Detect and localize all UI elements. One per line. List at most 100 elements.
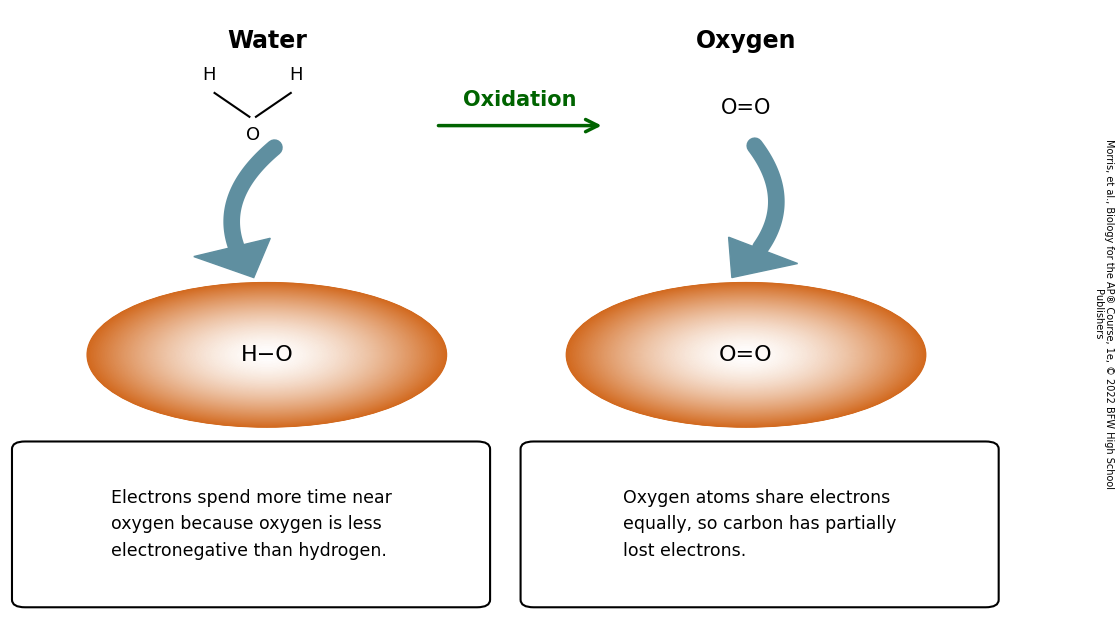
Ellipse shape (123, 297, 411, 413)
Ellipse shape (114, 293, 419, 416)
Ellipse shape (151, 308, 383, 402)
Ellipse shape (104, 289, 430, 421)
Ellipse shape (575, 286, 916, 423)
Ellipse shape (195, 326, 338, 384)
Ellipse shape (216, 334, 317, 376)
Text: Oxygen atoms share electrons
equally, so carbon has partially
lost electrons.: Oxygen atoms share electrons equally, so… (623, 489, 896, 560)
Ellipse shape (157, 311, 376, 399)
Ellipse shape (604, 298, 888, 412)
Ellipse shape (658, 320, 834, 390)
Ellipse shape (593, 293, 898, 416)
Ellipse shape (112, 293, 422, 417)
Ellipse shape (613, 301, 879, 408)
Ellipse shape (128, 299, 405, 411)
Ellipse shape (108, 291, 424, 418)
Polygon shape (194, 238, 270, 278)
Ellipse shape (618, 303, 875, 406)
Ellipse shape (99, 288, 435, 422)
Ellipse shape (115, 294, 419, 416)
Ellipse shape (210, 332, 324, 377)
Ellipse shape (169, 315, 365, 394)
Ellipse shape (137, 303, 397, 407)
Ellipse shape (102, 288, 432, 421)
Ellipse shape (132, 300, 402, 409)
Ellipse shape (600, 296, 892, 414)
Ellipse shape (127, 299, 405, 411)
Ellipse shape (649, 316, 843, 394)
Ellipse shape (583, 289, 909, 421)
Ellipse shape (159, 311, 374, 398)
Ellipse shape (585, 290, 907, 420)
Ellipse shape (699, 336, 792, 374)
Ellipse shape (98, 287, 436, 423)
Ellipse shape (643, 313, 849, 396)
Ellipse shape (634, 310, 858, 400)
Ellipse shape (574, 286, 918, 424)
FancyBboxPatch shape (12, 441, 490, 607)
Ellipse shape (687, 331, 804, 379)
Text: O=O: O=O (719, 345, 773, 365)
Ellipse shape (612, 301, 880, 409)
Ellipse shape (574, 286, 918, 424)
Ellipse shape (124, 297, 410, 413)
Ellipse shape (182, 321, 351, 389)
Ellipse shape (152, 309, 381, 401)
Text: Oxidation: Oxidation (462, 90, 576, 110)
Ellipse shape (112, 293, 421, 417)
Text: H: H (289, 66, 303, 84)
Ellipse shape (572, 285, 919, 425)
Ellipse shape (627, 307, 866, 403)
Ellipse shape (695, 334, 796, 376)
Ellipse shape (628, 307, 865, 403)
Ellipse shape (111, 292, 423, 418)
Ellipse shape (697, 335, 794, 374)
Ellipse shape (220, 336, 313, 374)
Ellipse shape (107, 291, 427, 419)
Text: Morris, et al., Biology for the AP® Course, 1e, © 2022 BFW High School
Publisher: Morris, et al., Biology for the AP® Cour… (1092, 139, 1115, 489)
Ellipse shape (620, 304, 872, 406)
Ellipse shape (90, 284, 442, 426)
Ellipse shape (672, 325, 820, 384)
Ellipse shape (567, 283, 925, 427)
Ellipse shape (665, 322, 828, 387)
Ellipse shape (166, 315, 367, 395)
Ellipse shape (147, 307, 386, 403)
Ellipse shape (135, 302, 398, 408)
Ellipse shape (198, 327, 335, 382)
Ellipse shape (109, 291, 424, 418)
Ellipse shape (108, 291, 426, 419)
Ellipse shape (117, 295, 417, 415)
Ellipse shape (89, 284, 445, 426)
Ellipse shape (174, 318, 360, 392)
Ellipse shape (121, 296, 413, 414)
Ellipse shape (659, 320, 833, 390)
Ellipse shape (640, 312, 852, 398)
Ellipse shape (145, 306, 389, 404)
Ellipse shape (164, 313, 370, 396)
Ellipse shape (168, 315, 366, 395)
Ellipse shape (105, 290, 428, 420)
Ellipse shape (569, 284, 924, 426)
Ellipse shape (646, 315, 847, 395)
Ellipse shape (165, 314, 369, 396)
Ellipse shape (582, 289, 910, 421)
Ellipse shape (146, 306, 386, 403)
Ellipse shape (160, 312, 374, 398)
Ellipse shape (130, 300, 403, 410)
Ellipse shape (188, 323, 346, 387)
Ellipse shape (200, 328, 334, 382)
Ellipse shape (116, 294, 418, 416)
Ellipse shape (676, 327, 817, 383)
Ellipse shape (143, 305, 391, 404)
Ellipse shape (601, 296, 891, 413)
Text: Electrons spend more time near
oxygen because oxygen is less
electronegative tha: Electrons spend more time near oxygen be… (111, 489, 391, 560)
Ellipse shape (626, 306, 866, 403)
Ellipse shape (214, 333, 319, 376)
Ellipse shape (171, 316, 363, 394)
Ellipse shape (146, 306, 388, 403)
Ellipse shape (105, 290, 429, 420)
Ellipse shape (141, 304, 393, 406)
Ellipse shape (618, 303, 873, 406)
Ellipse shape (602, 297, 890, 413)
Ellipse shape (605, 298, 887, 411)
